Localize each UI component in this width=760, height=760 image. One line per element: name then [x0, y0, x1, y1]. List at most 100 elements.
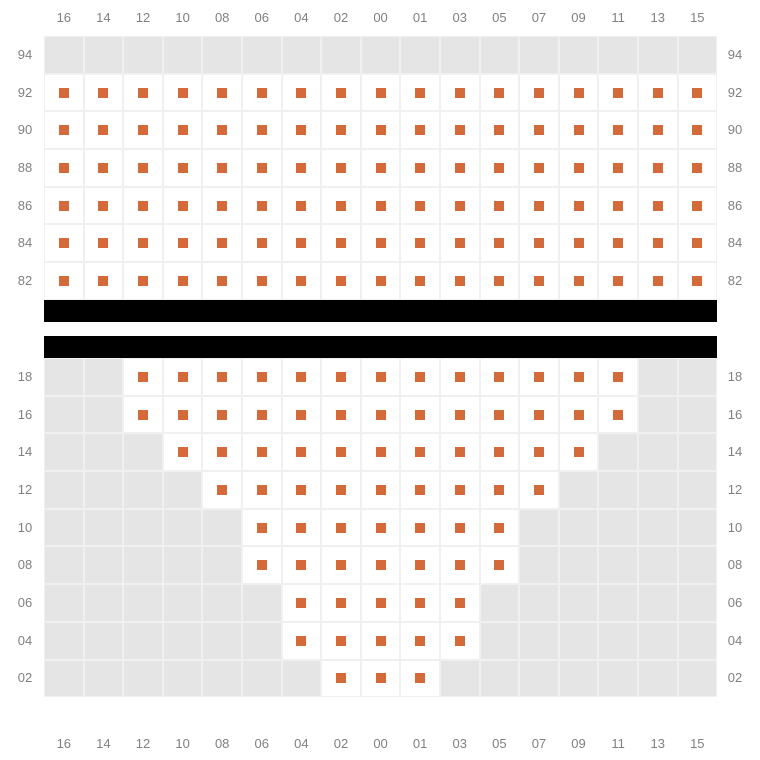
seat-cell[interactable] [361, 74, 401, 112]
seat-cell[interactable] [361, 149, 401, 187]
seat-cell[interactable] [559, 187, 599, 225]
seat-cell[interactable] [598, 224, 638, 262]
seat-cell[interactable] [519, 471, 559, 509]
seat-cell[interactable] [638, 224, 678, 262]
seat-cell[interactable] [242, 546, 282, 584]
seat-cell[interactable] [638, 149, 678, 187]
seat-cell[interactable] [440, 471, 480, 509]
seat-cell[interactable] [242, 187, 282, 225]
seat-cell[interactable] [84, 262, 124, 300]
seat-cell[interactable] [44, 224, 84, 262]
seat-cell[interactable] [440, 358, 480, 396]
seat-cell[interactable] [361, 433, 401, 471]
seat-cell[interactable] [321, 546, 361, 584]
seat-cell[interactable] [519, 262, 559, 300]
seat-cell[interactable] [519, 358, 559, 396]
seat-cell[interactable] [242, 358, 282, 396]
seat-cell[interactable] [123, 224, 163, 262]
seat-cell[interactable] [400, 396, 440, 434]
seat-cell[interactable] [242, 433, 282, 471]
seat-cell[interactable] [678, 74, 718, 112]
seat-cell[interactable] [202, 111, 242, 149]
seat-cell[interactable] [480, 546, 520, 584]
seat-cell[interactable] [400, 622, 440, 660]
seat-cell[interactable] [559, 74, 599, 112]
seat-cell[interactable] [361, 262, 401, 300]
seat-cell[interactable] [123, 262, 163, 300]
seat-cell[interactable] [321, 396, 361, 434]
seat-cell[interactable] [519, 149, 559, 187]
seat-cell[interactable] [282, 149, 322, 187]
seat-cell[interactable] [163, 149, 203, 187]
seat-cell[interactable] [598, 111, 638, 149]
seat-cell[interactable] [598, 396, 638, 434]
seat-cell[interactable] [282, 224, 322, 262]
seat-cell[interactable] [163, 358, 203, 396]
seat-cell[interactable] [282, 622, 322, 660]
seat-cell[interactable] [123, 396, 163, 434]
seat-cell[interactable] [321, 358, 361, 396]
seat-cell[interactable] [282, 262, 322, 300]
seat-cell[interactable] [440, 149, 480, 187]
seat-cell[interactable] [361, 224, 401, 262]
seat-cell[interactable] [361, 396, 401, 434]
seat-cell[interactable] [440, 509, 480, 547]
seat-cell[interactable] [480, 396, 520, 434]
seat-cell[interactable] [163, 224, 203, 262]
seat-cell[interactable] [598, 262, 638, 300]
seat-cell[interactable] [242, 471, 282, 509]
seat-cell[interactable] [242, 149, 282, 187]
seat-cell[interactable] [44, 149, 84, 187]
seat-cell[interactable] [202, 396, 242, 434]
seat-cell[interactable] [44, 111, 84, 149]
seat-cell[interactable] [163, 74, 203, 112]
seat-cell[interactable] [321, 622, 361, 660]
seat-cell[interactable] [202, 262, 242, 300]
seat-cell[interactable] [559, 396, 599, 434]
seat-cell[interactable] [242, 74, 282, 112]
seat-cell[interactable] [400, 509, 440, 547]
seat-cell[interactable] [321, 433, 361, 471]
seat-cell[interactable] [440, 262, 480, 300]
seat-cell[interactable] [321, 74, 361, 112]
seat-cell[interactable] [321, 149, 361, 187]
seat-cell[interactable] [678, 111, 718, 149]
seat-cell[interactable] [519, 433, 559, 471]
seat-cell[interactable] [559, 433, 599, 471]
seat-cell[interactable] [400, 546, 440, 584]
seat-cell[interactable] [400, 358, 440, 396]
seat-cell[interactable] [123, 74, 163, 112]
seat-cell[interactable] [480, 509, 520, 547]
seat-cell[interactable] [440, 111, 480, 149]
seat-cell[interactable] [123, 358, 163, 396]
seat-cell[interactable] [44, 74, 84, 112]
seat-cell[interactable] [480, 74, 520, 112]
seat-cell[interactable] [480, 471, 520, 509]
seat-cell[interactable] [480, 433, 520, 471]
seat-cell[interactable] [400, 584, 440, 622]
seat-cell[interactable] [440, 433, 480, 471]
seat-cell[interactable] [321, 224, 361, 262]
seat-cell[interactable] [202, 471, 242, 509]
seat-cell[interactable] [123, 149, 163, 187]
seat-cell[interactable] [480, 358, 520, 396]
seat-cell[interactable] [678, 149, 718, 187]
seat-cell[interactable] [84, 187, 124, 225]
seat-cell[interactable] [519, 224, 559, 262]
seat-cell[interactable] [638, 74, 678, 112]
seat-cell[interactable] [242, 262, 282, 300]
seat-cell[interactable] [282, 471, 322, 509]
seat-cell[interactable] [678, 187, 718, 225]
seat-cell[interactable] [282, 187, 322, 225]
seat-cell[interactable] [519, 74, 559, 112]
seat-cell[interactable] [321, 471, 361, 509]
seat-cell[interactable] [321, 262, 361, 300]
seat-cell[interactable] [519, 396, 559, 434]
seat-cell[interactable] [321, 584, 361, 622]
seat-cell[interactable] [123, 111, 163, 149]
seat-cell[interactable] [559, 358, 599, 396]
seat-cell[interactable] [321, 187, 361, 225]
seat-cell[interactable] [361, 584, 401, 622]
seat-cell[interactable] [242, 224, 282, 262]
seat-cell[interactable] [321, 660, 361, 698]
